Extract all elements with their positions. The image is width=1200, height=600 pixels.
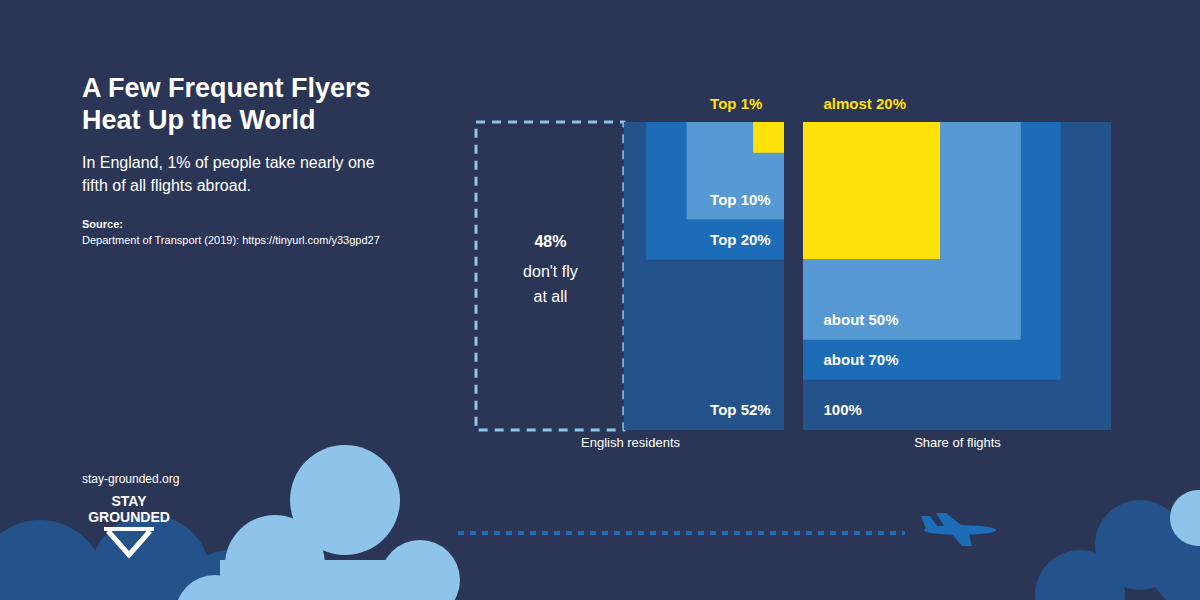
svg-text:100%: 100% xyxy=(824,401,862,418)
html-text:stay-grounded.org: stay-grounded.org xyxy=(82,472,180,486)
html-text:Source:: Source: xyxy=(82,218,123,230)
svg-text:Share of flights: Share of flights xyxy=(914,435,1001,450)
html-text:In England, 1% of people take: In England, 1% of people take nearly one… xyxy=(82,154,375,194)
svg-text:Top 20%: Top 20% xyxy=(710,231,771,248)
svg-text:English residents: English residents xyxy=(581,435,680,450)
html-text:GROUNDED: GROUNDED xyxy=(88,509,170,525)
svg-text:about 50%: about 50% xyxy=(824,311,899,328)
html-text:STAY: STAY xyxy=(111,493,147,509)
svg-text:Top 10%: Top 10% xyxy=(710,191,771,208)
svg-text:48%: 48% xyxy=(534,233,566,250)
svg-text:don't flyat all: don't flyat all xyxy=(523,263,578,306)
html-text:Department of Transport (2019): Department of Transport (2019): https://… xyxy=(82,234,380,246)
html-text:A Few Frequent Flyers Heat Up: A Few Frequent Flyers Heat Up the World xyxy=(82,73,371,135)
svg-text:Top 52%: Top 52% xyxy=(710,401,771,418)
svg-text:about 70%: about 70% xyxy=(824,351,899,368)
svg-text:almost 20%: almost 20% xyxy=(824,95,907,112)
svg-text:Top 1%: Top 1% xyxy=(710,95,762,112)
